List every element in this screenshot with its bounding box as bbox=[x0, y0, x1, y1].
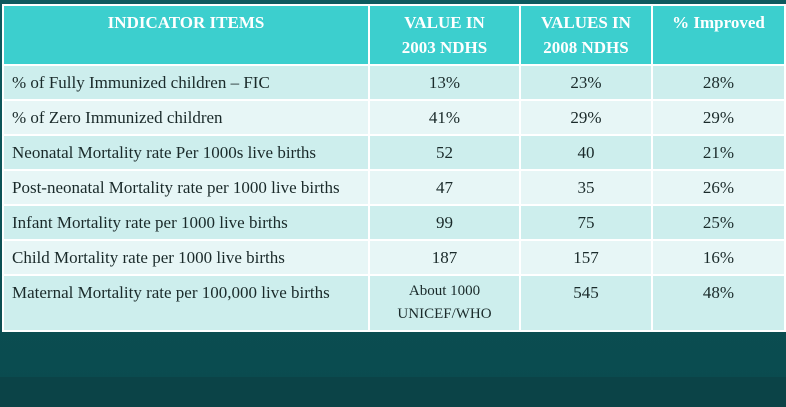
value-2003-cell: 41% bbox=[368, 99, 521, 136]
improved-cell: 26% bbox=[651, 169, 786, 206]
value-2003-cell: 47 bbox=[368, 169, 521, 206]
table-row: % of Fully Immunized children – FIC 13% … bbox=[2, 64, 786, 101]
header-row: INDICATOR ITEMS VALUE IN 2003 NDHS VALUE… bbox=[2, 4, 786, 66]
improved-cell: 29% bbox=[651, 99, 786, 136]
header-indicator-items: INDICATOR ITEMS bbox=[2, 4, 370, 66]
indicator-cell: % of Fully Immunized children – FIC bbox=[2, 64, 370, 101]
indicator-cell: Infant Mortality rate per 1000 live birt… bbox=[2, 204, 370, 241]
header-value-2008-line2: 2008 NDHS bbox=[543, 38, 629, 57]
value-2003-cell: 52 bbox=[368, 134, 521, 171]
improved-cell: 48% bbox=[651, 274, 786, 332]
value-2003-cell: 13% bbox=[368, 64, 521, 101]
header-value-2003: VALUE IN 2003 NDHS bbox=[368, 4, 521, 66]
table-row: Infant Mortality rate per 1000 live birt… bbox=[2, 204, 786, 241]
header-indicator-items-text: INDICATOR ITEMS bbox=[107, 13, 265, 32]
value-2003-cell: 99 bbox=[368, 204, 521, 241]
indicator-cell: Post-neonatal Mortality rate per 1000 li… bbox=[2, 169, 370, 206]
indicator-table: INDICATOR ITEMS VALUE IN 2003 NDHS VALUE… bbox=[2, 4, 786, 332]
improved-cell: 21% bbox=[651, 134, 786, 171]
indicator-cell: Maternal Mortality rate per 100,000 live… bbox=[2, 274, 370, 332]
indicator-cell: Neonatal Mortality rate Per 1000s live b… bbox=[2, 134, 370, 171]
header-value-2003-line1: VALUE IN bbox=[404, 13, 485, 32]
value-2008-cell: 29% bbox=[519, 99, 653, 136]
indicator-cell: Child Mortality rate per 1000 live birth… bbox=[2, 239, 370, 276]
improved-cell: 16% bbox=[651, 239, 786, 276]
value-2008-cell: 545 bbox=[519, 274, 653, 332]
value-2008-cell: 75 bbox=[519, 204, 653, 241]
table-row: Neonatal Mortality rate Per 1000s live b… bbox=[2, 134, 786, 171]
value-2008-cell: 35 bbox=[519, 169, 653, 206]
value-2003-cell: 187 bbox=[368, 239, 521, 276]
value-2003-cell: About 1000 UNICEF/WHO bbox=[368, 274, 521, 332]
value-2008-cell: 23% bbox=[519, 64, 653, 101]
header-improved-text: % Improved bbox=[672, 13, 765, 32]
indicator-cell: % of Zero Immunized children bbox=[2, 99, 370, 136]
table-row: Post-neonatal Mortality rate per 1000 li… bbox=[2, 169, 786, 206]
bottom-band bbox=[0, 377, 786, 407]
table-row: % of Zero Immunized children 41% 29% 29% bbox=[2, 99, 786, 136]
improved-cell: 25% bbox=[651, 204, 786, 241]
value-2008-cell: 40 bbox=[519, 134, 653, 171]
header-improved: % Improved bbox=[651, 4, 786, 66]
improved-cell: 28% bbox=[651, 64, 786, 101]
header-value-2008: VALUES IN 2008 NDHS bbox=[519, 4, 653, 66]
header-value-2008-line1: VALUES IN bbox=[541, 13, 631, 32]
table-row: Child Mortality rate per 1000 live birth… bbox=[2, 239, 786, 276]
value-2008-cell: 157 bbox=[519, 239, 653, 276]
table-row: Maternal Mortality rate per 100,000 live… bbox=[2, 274, 786, 332]
header-value-2003-line2: 2003 NDHS bbox=[401, 38, 488, 57]
